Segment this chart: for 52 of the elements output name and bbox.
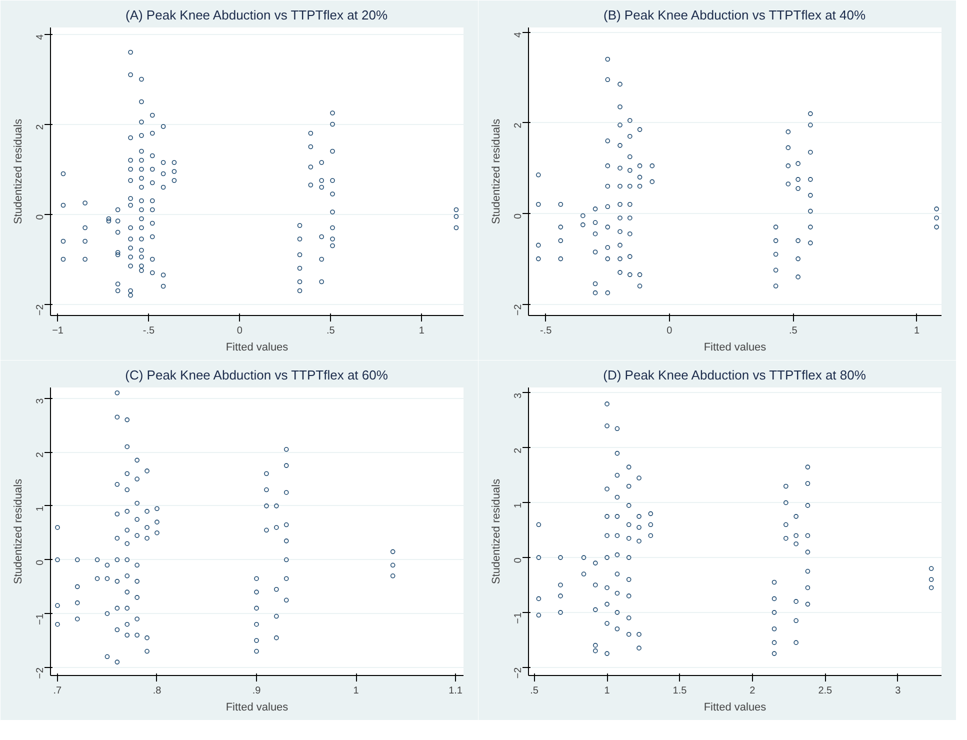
y-tick-label: −2 — [35, 304, 46, 316]
x-tick-label: .5 — [788, 326, 798, 336]
y-tick-label: 3 — [513, 392, 524, 399]
y-axis-title: Studentized residuals — [12, 118, 24, 224]
y-tick-label: 2 — [513, 447, 524, 454]
y-tick-label: 4 — [513, 32, 524, 38]
y-tick-label: 3 — [35, 398, 46, 404]
x-tick-label: .7 — [53, 686, 62, 696]
x-tick-label: 1 — [914, 326, 920, 336]
y-axis-title: Studentized residuals — [490, 478, 502, 584]
y-tick-label: 1 — [513, 502, 524, 508]
y-axis-title: Studentized residuals — [12, 478, 24, 584]
y-axis-title: Studentized residuals — [490, 118, 502, 224]
x-axis-title: Fitted values — [704, 702, 767, 714]
chart-title: (A) Peak Knee Abduction vs TTPTflex at 20% — [125, 8, 388, 22]
y-tick-label: 0 — [35, 559, 46, 566]
y-tick-label: −2 — [513, 304, 524, 316]
x-tick-label: 1 — [604, 686, 610, 696]
x-tick-label: 2 — [750, 686, 756, 696]
chart-title: (C) Peak Knee Abduction vs TTPTflex at 60% — [125, 368, 388, 382]
x-tick-label: 1.5 — [672, 686, 688, 696]
chart-title: (D) Peak Knee Abduction vs TTPTflex at 80% — [603, 368, 866, 382]
y-tick-label: 2 — [35, 124, 46, 130]
x-tick-label: 1.1 — [448, 686, 463, 696]
y-tick-label: −1 — [513, 612, 524, 624]
x-tick-label: 2.5 — [818, 686, 833, 696]
y-tick-label: 2 — [513, 122, 524, 128]
y-tick-label: 0 — [35, 214, 46, 220]
x-axis-title: Fitted values — [226, 702, 289, 714]
chart-title: (B) Peak Knee Abduction vs TTPTflex at 40% — [603, 8, 866, 22]
x-tick-label: -.5 — [540, 326, 552, 336]
y-tick-label: 2 — [35, 452, 46, 458]
y-tick-label: −2 — [513, 666, 524, 679]
x-tick-label: .5 — [326, 326, 336, 336]
x-tick-label: 1 — [353, 686, 360, 696]
x-tick-label: 0 — [666, 326, 673, 336]
y-tick-label: −1 — [35, 613, 46, 625]
x-axis-title: Fitted values — [704, 342, 767, 354]
x-axis-title: Fitted values — [226, 342, 289, 354]
x-tick-label: .5 — [530, 686, 539, 696]
x-tick-label: -.5 — [142, 326, 156, 336]
y-tick-label: 1 — [35, 505, 46, 512]
x-tick-label: 1 — [418, 326, 425, 336]
x-tick-label: −1 — [52, 326, 64, 336]
y-tick-label: −2 — [35, 666, 46, 679]
x-tick-label: .8 — [152, 686, 162, 696]
y-tick-label: 0 — [513, 213, 524, 220]
y-tick-label: 0 — [513, 557, 524, 564]
x-tick-label: .9 — [252, 686, 262, 696]
x-tick-label: 3 — [895, 686, 902, 696]
x-tick-label: 0 — [236, 326, 243, 336]
y-tick-label: 4 — [35, 34, 46, 40]
